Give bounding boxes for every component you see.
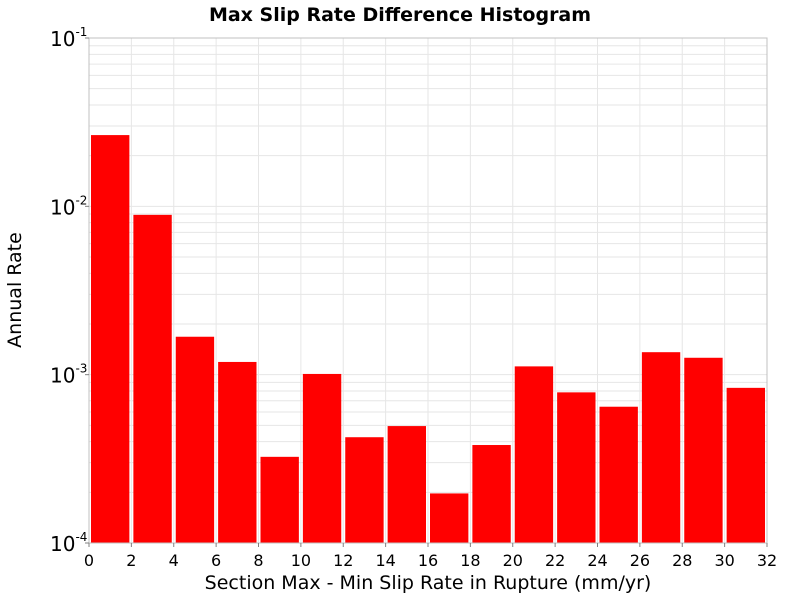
x-tick-label: 6: [211, 551, 221, 570]
bar: [472, 445, 511, 543]
x-tick-label: 18: [460, 551, 480, 570]
x-axis-label: Section Max - Min Slip Rate in Rupture (…: [205, 572, 652, 594]
x-tick-label: 22: [545, 551, 565, 570]
x-tick-label: 32: [757, 551, 777, 570]
bar: [430, 493, 469, 543]
bar: [387, 426, 426, 543]
x-tick-label: 4: [169, 551, 179, 570]
y-tick-label: 10-4: [50, 530, 87, 556]
bar: [175, 336, 215, 543]
bar: [260, 456, 299, 543]
bar: [557, 392, 596, 543]
chart-title: Max Slip Rate Difference Histogram: [209, 4, 591, 26]
y-axis-label: Annual Rate: [4, 232, 26, 348]
x-tick-label: 2: [126, 551, 136, 570]
bar: [91, 135, 130, 543]
x-tick-label: 8: [253, 551, 263, 570]
x-tick-label: 20: [503, 551, 523, 570]
bar: [345, 437, 384, 543]
y-axis-ticks: 10-4 10-3 10-2 10-1: [50, 25, 89, 556]
x-tick-label: 0: [84, 551, 94, 570]
bar: [133, 214, 172, 544]
x-tick-label: 12: [333, 551, 353, 570]
x-axis-ticks: 0 2 4 6 8 10 12 14 16 18 20 22 24 26 28 30 32: [84, 543, 777, 570]
x-tick-label: 30: [714, 551, 734, 570]
x-tick-label: 28: [672, 551, 692, 570]
bar: [641, 352, 681, 543]
x-tick-label: 14: [375, 551, 395, 570]
y-tick-label: 10-2: [50, 193, 87, 219]
bar: [218, 361, 257, 543]
bar: [302, 373, 342, 543]
bars: [91, 135, 765, 544]
bar: [514, 366, 554, 543]
y-tick-label: 10-1: [50, 25, 87, 51]
bar: [684, 357, 723, 543]
bar: [726, 387, 765, 543]
x-tick-label: 16: [418, 551, 438, 570]
bar: [599, 406, 638, 543]
x-tick-label: 26: [630, 551, 650, 570]
y-tick-label: 10-3: [50, 362, 87, 388]
x-tick-label: 10: [291, 551, 311, 570]
x-tick-label: 24: [587, 551, 607, 570]
